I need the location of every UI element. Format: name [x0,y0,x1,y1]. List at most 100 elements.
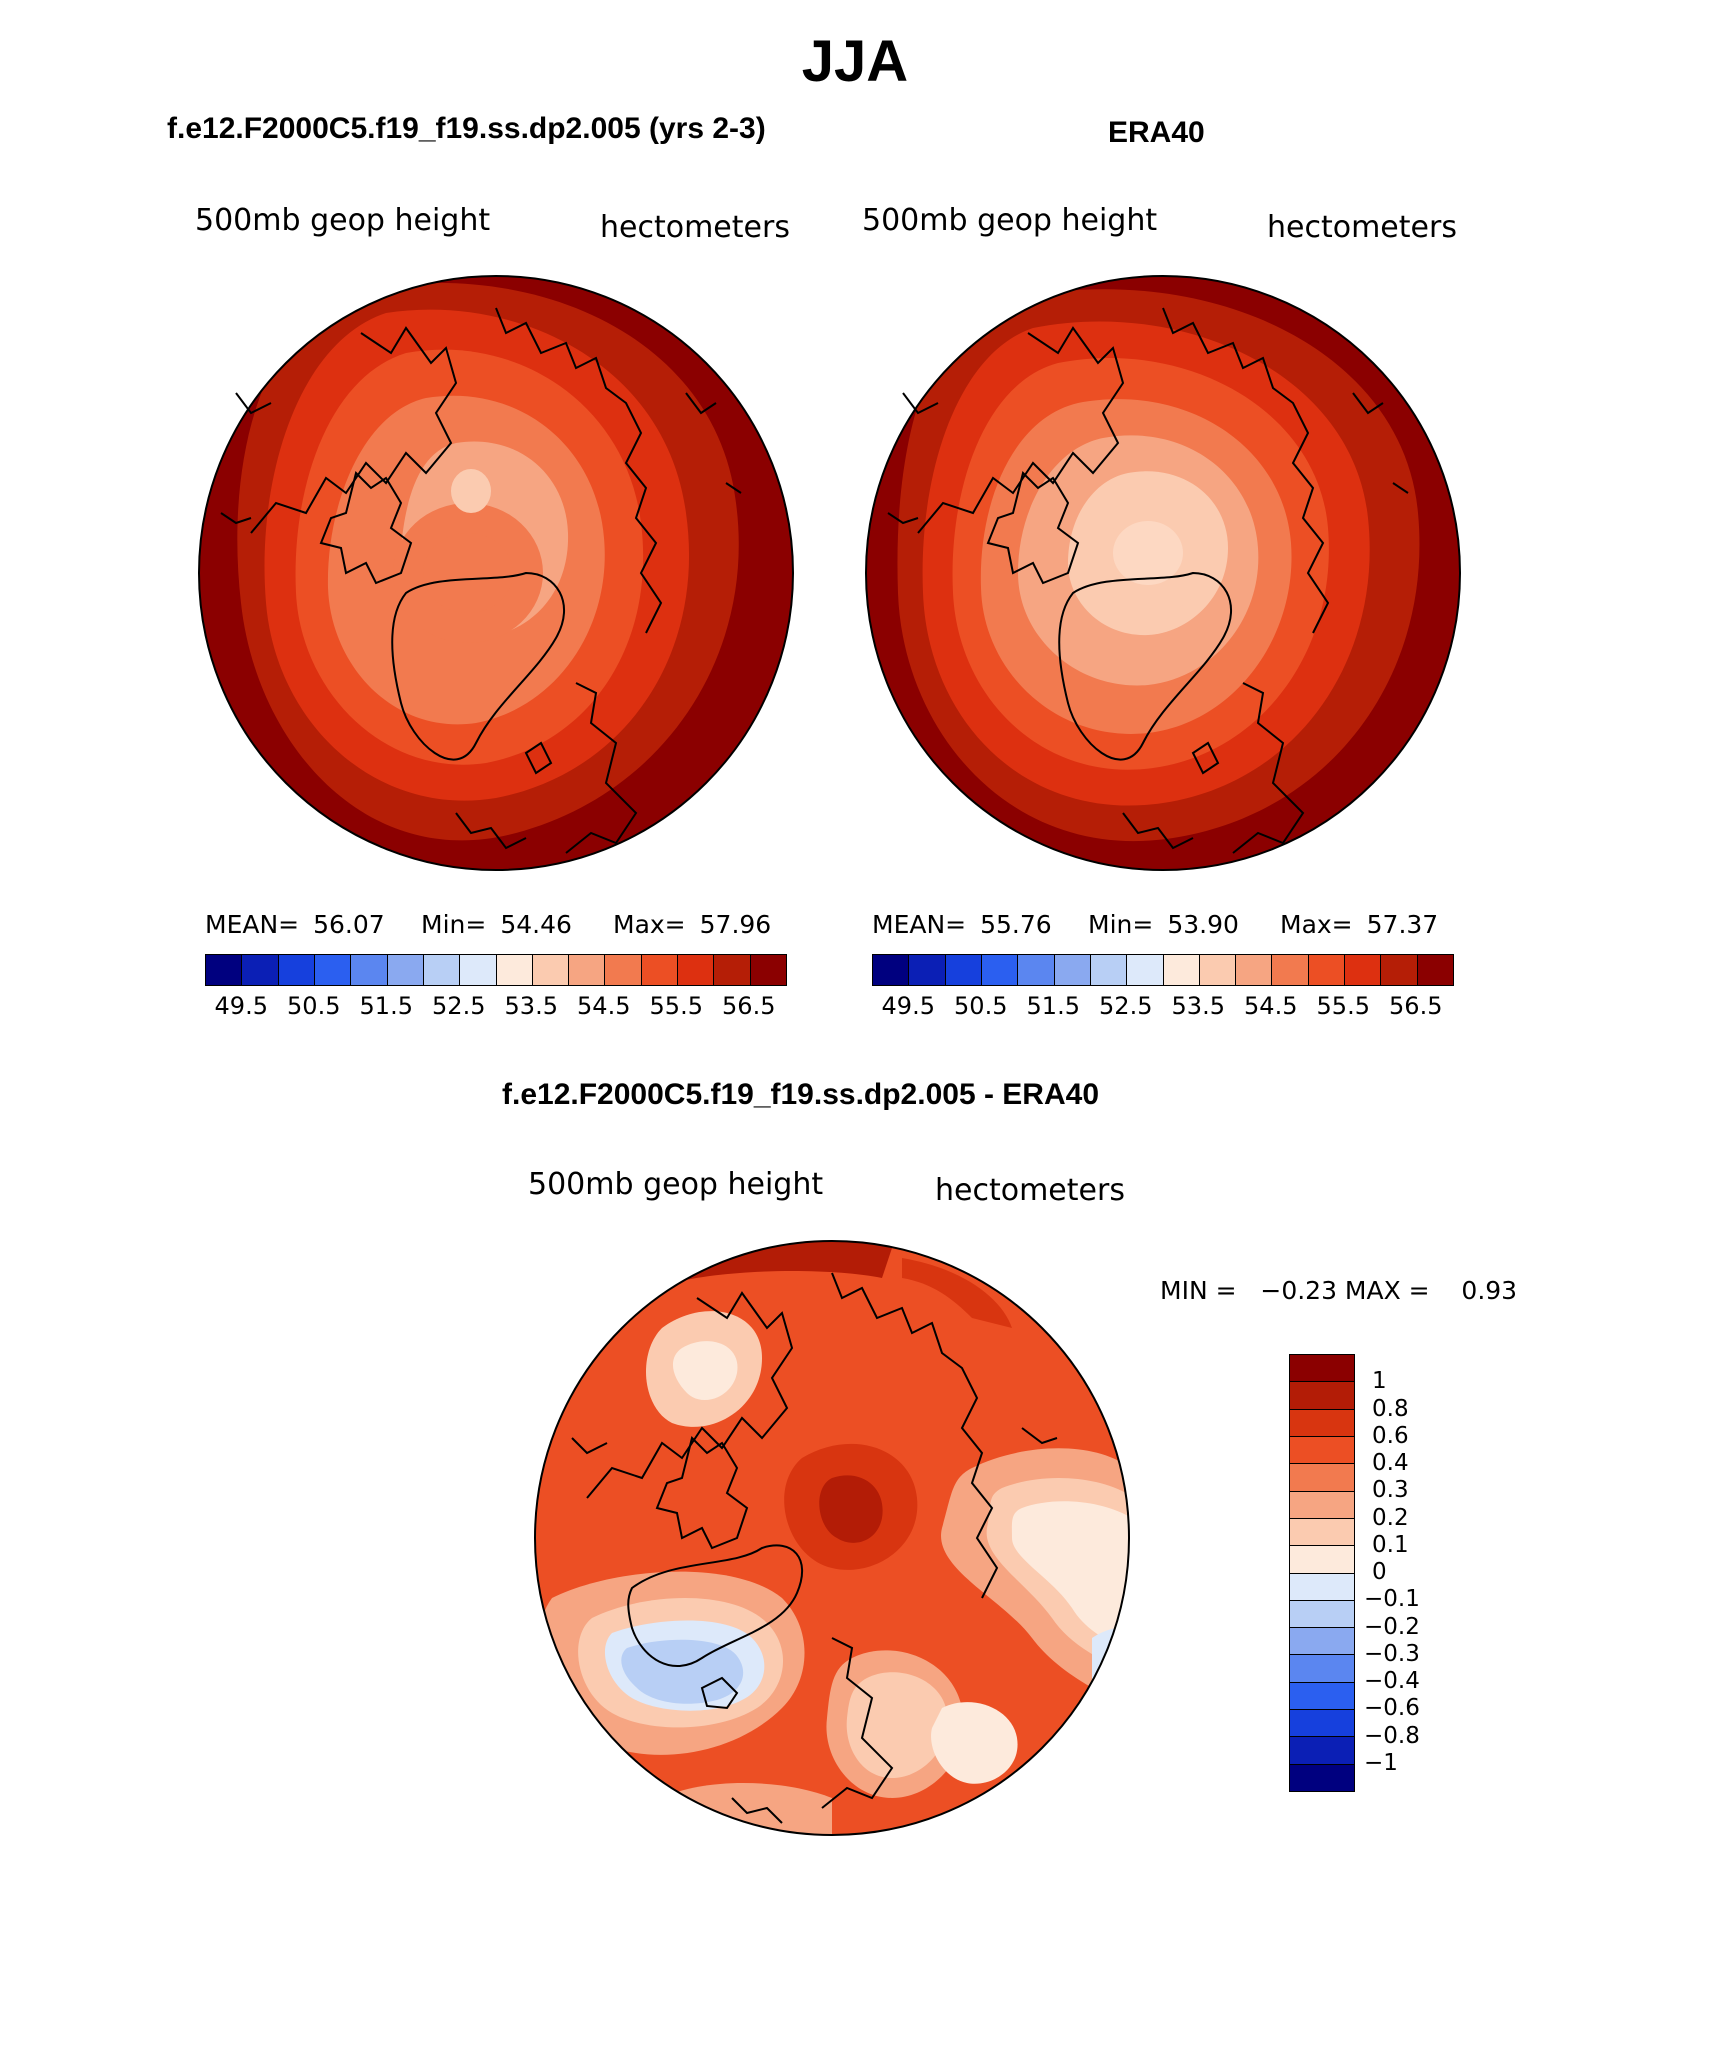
diff-colorbar-swatch [1290,1737,1354,1765]
diff-contours [535,1241,1129,1835]
panel-1-colorbar-swatch [242,955,279,985]
diff-colorbar-swatch [1290,1710,1354,1738]
diff-colorbar-swatch [1290,1491,1354,1519]
figure-title: JJA [801,29,909,94]
panel-2-colorbar-swatch [1127,955,1164,985]
diff-colorbar-label: 0.3 [1372,1477,1409,1504]
panel-1-colorbar-swatch [278,955,315,985]
panel-1-max-value: 57.96 [699,910,772,939]
panel-2-mean-value: 55.76 [980,910,1052,939]
diff-colorbar-label: 1 [1372,1368,1387,1395]
diff-colorbar-label: −0.4 [1364,1668,1420,1694]
panel-1-mean-label: MEAN= [205,910,300,939]
diff-colorbar-label: −0.3 [1364,1640,1420,1667]
panel-2-colorbar-swatch [909,955,946,985]
diff-colorbar-label: −0.8 [1364,1722,1420,1749]
panel-2-max-label: Max= [1280,910,1353,939]
panel-2-colorbar-swatch [1163,955,1200,985]
panel-2-map [865,275,1461,871]
panel-1-colorbar-swatch [314,955,352,985]
panel-2-colorbar-swatch [873,955,910,985]
diff-colorbar-swatch [1290,1655,1354,1683]
panel-1-colorbar-tick-label: 54.5 [577,992,631,1020]
panel-1-title: f.e12.F2000C5.f19_f19.ss.dp2.005 (yrs 2-… [167,112,766,145]
panel-1-colorbar-tick-label: 53.5 [504,992,558,1020]
diff-field-label: 500mb geop height [528,1167,824,1202]
panel-2-colorbar-swatch [945,955,982,985]
panel-2-colorbar-swatch [1090,955,1128,985]
panel-2-colorbar-tick-label: 53.5 [1171,992,1225,1020]
panel-2-colorbar-swatch [1236,955,1273,985]
panel-1-colorbar-swatch [714,955,751,985]
panel-2-mean-label: MEAN= [872,910,967,939]
panel-1-colorbar-swatch [641,955,679,985]
panel-2-colorbar-swatch [1381,955,1418,985]
panel-1-map-border [198,275,794,871]
panel-1-field-label: 500mb geop height [195,203,491,238]
panel-1-colorbar-swatch [351,955,388,985]
panel-1-colorbar-swatch [387,955,424,985]
panel-1-map [198,275,794,871]
diff-minmax-label: MIN = −0.23 MAX = 0.93 [1160,1276,1518,1305]
panel-1-colorbar-tick-label: 50.5 [287,992,341,1020]
diff-colorbar-label: −1 [1364,1749,1398,1776]
panel-2-colorbar-swatch [1018,955,1055,985]
diff-colorbar-label: 0.2 [1372,1504,1409,1531]
diff-panel-title: f.e12.F2000C5.f19_f19.ss.dp2.005 - ERA40 [502,1078,1099,1111]
diff-colorbar-label: 0.6 [1372,1422,1409,1449]
diff-colorbar-swatch [1290,1628,1354,1656]
diff-colorbar-label: −0.6 [1364,1695,1420,1722]
diff-colorbar-swatch [1290,1518,1354,1547]
panel-2-colorbar-swatch [1308,955,1346,985]
diff-colorbar-swatch [1290,1355,1354,1383]
panel-2-colorbar-tick-label: 49.5 [881,992,935,1020]
panel-2-colorbar-swatch [1345,955,1382,985]
diff-colorbar-label: 0 [1372,1559,1387,1585]
panel-1-coastlines [220,307,742,854]
panel-1-colorbar-tick-label: 55.5 [649,992,703,1020]
diff-colorbar-swatch [1290,1464,1354,1492]
panel-2-field-label: 500mb geop height [862,203,1158,238]
panel-2-max-value: 57.37 [1366,910,1439,939]
panel-1-colorbar-swatch [750,955,786,985]
panel-1-contours [199,276,793,870]
panel-2-colorbar-tick-label: 51.5 [1026,992,1080,1020]
panel-1-units-label: hectometers [600,210,790,245]
diff-units-label: hectometers [935,1173,1125,1208]
panel-2-colorbar [872,954,1454,986]
panel-1-max-label: Max= [613,910,686,939]
panel-1-colorbar-swatch [423,955,461,985]
diff-colorbar-label: 0.4 [1372,1450,1409,1476]
panel-1-colorbar-swatch [532,955,570,985]
panel-1-min-value: 54.46 [500,910,572,939]
panel-1-colorbar-tick-label: 52.5 [432,992,486,1020]
diff-colorbar-swatch [1290,1382,1354,1410]
panel-2-colorbar-swatch [981,955,1019,985]
diff-colorbar-swatch [1290,1409,1354,1437]
diff-colorbar [1289,1354,1355,1792]
panel-1-colorbar-swatch [460,955,497,985]
panel-1-colorbar-swatch [496,955,533,985]
panel-2-units-label: hectometers [1267,210,1457,245]
panel-1-mean-value: 56.07 [313,910,385,939]
panel-1-colorbar-tick-label: 49.5 [214,992,268,1020]
panel-1-colorbar-swatch [678,955,715,985]
panel-2-colorbar-swatch [1199,955,1237,985]
panel-2-map-border [865,275,1461,871]
panel-1-colorbar-swatch [206,955,243,985]
panel-1-colorbar-tick-label: 51.5 [359,992,413,1020]
panel-2-colorbar-tick-label: 50.5 [954,992,1008,1020]
diff-colorbar-label: −0.1 [1364,1586,1420,1613]
diff-coastlines [571,1272,1058,1824]
diff-map [534,1240,1130,1836]
panel-2-colorbar-tick-label: 55.5 [1316,992,1370,1020]
panel-2-colorbar-swatch [1417,955,1453,985]
diff-colorbar-label: 0.1 [1372,1531,1409,1558]
panel-2-colorbar-tick-label: 54.5 [1244,992,1298,1020]
panel-2-colorbar-swatch [1054,955,1091,985]
panel-1-min-label: Min= [421,910,487,939]
diff-colorbar-swatch [1290,1436,1354,1465]
panel-1-colorbar-tick-label: 56.5 [722,992,776,1020]
panel-1-colorbar [205,954,787,986]
panel-2-min-label: Min= [1088,910,1154,939]
